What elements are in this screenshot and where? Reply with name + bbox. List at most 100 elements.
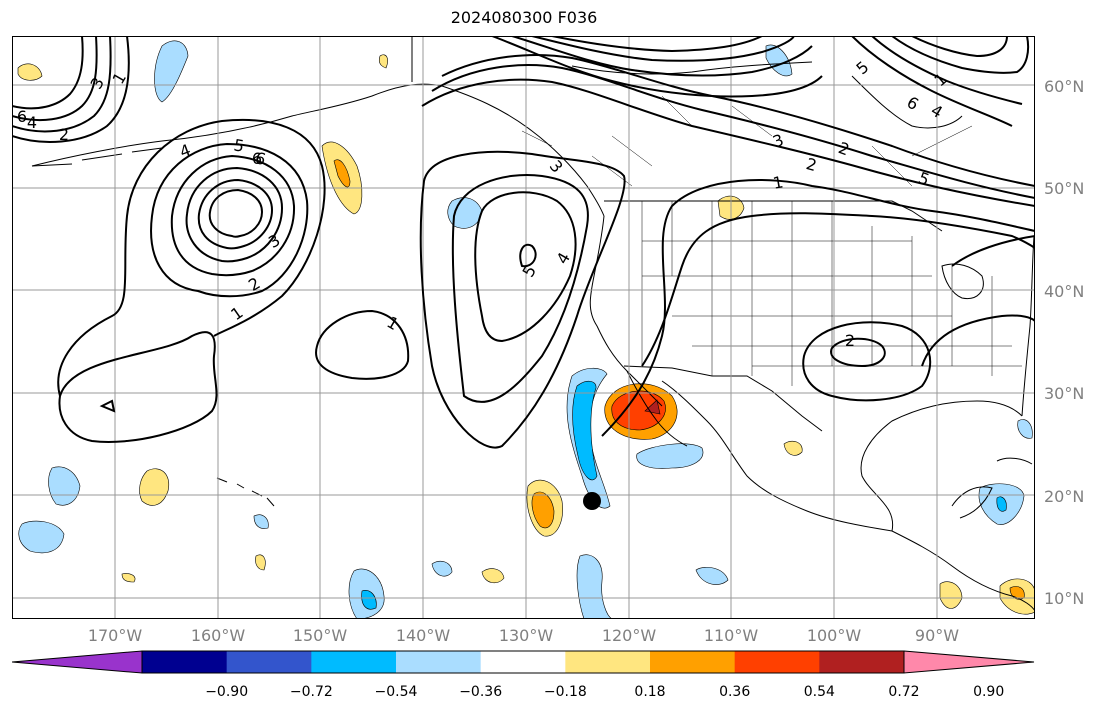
colorbar-outline (141, 650, 905, 674)
map-title: 2024080300 F036 (450, 8, 598, 27)
lon-label-150w: 150°W (292, 626, 348, 645)
positive-anomaly-baja-core (611, 390, 666, 431)
colorbar-tick-label: 0.18 (634, 684, 666, 700)
negative-anomaly-hawaii-small (253, 514, 269, 529)
contour-jet-7 (551, 36, 763, 53)
contour-northeast-1 (851, 36, 1013, 127)
lon-label-100w: 100°W (806, 626, 862, 645)
coastline-gulf (860, 400, 1023, 532)
lat-label-20n: 20°N (1044, 487, 1085, 506)
contour-label: 1 (771, 172, 784, 192)
lat-label-50n: 50°N (1044, 179, 1085, 198)
contour-label: 6 (252, 149, 262, 168)
contour-label: 2 (804, 154, 819, 175)
coastline-west-us (589, 215, 663, 407)
negative-anomaly-southcentral-core (361, 590, 377, 610)
lat-label-30n: 30°N (1044, 384, 1085, 403)
positive-anomaly-hawaii-small (255, 554, 266, 571)
contour-ridge-east-1 (601, 179, 1035, 437)
contour-layer (12, 36, 1035, 449)
coastline-hudson (851, 75, 963, 129)
contour-ridge-east-2 (641, 212, 1035, 367)
contour-jet-4 (491, 36, 823, 98)
contour-nw-small (99, 399, 116, 413)
map-panel: 1 2 3 4 5 6 1 2 3 4 5 6 1 1 2 3 4 5 6 1 … (12, 36, 1035, 619)
lon-label-120w: 120°W (601, 626, 657, 645)
colorbar-segment (226, 651, 312, 673)
contour-label: 6 (253, 148, 268, 169)
lon-label-160w: 160°W (190, 626, 246, 645)
lon-label-130w: 130°W (498, 626, 554, 645)
negative-anomaly-florida (1017, 419, 1033, 439)
colorbar-tick-label: −0.90 (205, 684, 249, 700)
contour-label: 4 (27, 113, 37, 132)
colorbar-segment (480, 651, 566, 673)
coastline-great-lakes (941, 263, 984, 300)
storm-center-marker (583, 492, 601, 510)
contour-low-north-pacific-1 (58, 331, 218, 443)
contour-low-north-pacific-1b (57, 118, 326, 397)
coastline-east-us (1021, 235, 1035, 417)
positive-anomaly-bering (378, 54, 388, 69)
coastline-hawaii (216, 477, 275, 507)
contour-northeast-2 (871, 36, 1023, 105)
contour-northwest-2 (12, 36, 112, 133)
lon-label-90w: 90°W (914, 626, 960, 645)
colorbar-tick-label: 0.54 (803, 684, 835, 700)
lon-label-110w: 110°W (703, 626, 759, 645)
contour-southern-low-2 (830, 337, 886, 368)
colorbar (12, 650, 1035, 674)
contour-northeast-3 (891, 36, 1030, 74)
colorbar-tick-label: −0.18 (543, 684, 587, 700)
positive-anomaly-mexico (783, 440, 803, 456)
coastline-mexico-west (661, 380, 893, 532)
contour-northwest-4 (12, 36, 84, 110)
colorbar-tick-label: −0.36 (459, 684, 503, 700)
contour-low-north-pacific-5 (197, 178, 274, 250)
lat-label-10n: 10°N (1044, 589, 1085, 608)
negative-anomaly-east-pacific (636, 443, 704, 469)
negative-anomaly-sw (18, 520, 65, 554)
contour-jet-5 (511, 36, 813, 77)
colorbar-segment (819, 651, 905, 673)
coastline-arctic (571, 61, 813, 75)
contour-label: 6 (17, 107, 27, 126)
contour-jet-3 (421, 78, 1035, 207)
positive-anomaly-pacific-small (481, 568, 505, 584)
colorbar-segment (565, 651, 651, 673)
coastline-central-america (891, 530, 1035, 612)
positive-anomaly-baja-peak (644, 399, 661, 415)
lat-label-60n: 60°N (1044, 77, 1085, 96)
colorbar-tick-label: 0.72 (888, 684, 920, 700)
contour-low-north-pacific-2 (150, 142, 309, 298)
negative-anomaly-pnw (447, 197, 483, 229)
negative-anomaly-aleutian (154, 40, 189, 103)
colorbar-tick-label: −0.54 (374, 684, 418, 700)
contour-northwest-3 (12, 36, 98, 122)
border-us-mexico (623, 365, 823, 432)
contour-low-north-pacific-3 (170, 154, 296, 277)
contour-southern-low (802, 321, 932, 402)
contour-northeast-4 (911, 36, 1008, 58)
negative-anomaly-hawaii-west (48, 466, 81, 506)
colorbar-tick-label: 0.90 (973, 684, 1005, 700)
colorbar-segment (734, 651, 820, 673)
positive-anomaly-nw (17, 63, 43, 81)
colorbar-segment (396, 651, 482, 673)
positive-anomaly-gulf-alaska-core (333, 159, 351, 188)
colorbar-tick-label: 0.36 (719, 684, 751, 700)
negative-anomaly-south-mexico (576, 554, 613, 619)
colorbar-segment (142, 651, 228, 673)
positive-anomaly-far-sw (121, 573, 136, 583)
coastline-baja (626, 370, 688, 447)
contour-jet-6 (531, 36, 795, 62)
coastline-cuba (996, 457, 1033, 465)
contour-trough-pnw-1 (419, 150, 626, 449)
contour-low-north-pacific-4 (185, 166, 284, 263)
state-borders-layer (521, 95, 1022, 386)
contour-northwest-1 (12, 36, 130, 143)
lon-label-170w: 170°W (87, 626, 143, 645)
colorbar-segment (311, 651, 397, 673)
colorbar-extend-high (903, 650, 1035, 674)
positive-anomaly-hawaii (139, 468, 170, 506)
